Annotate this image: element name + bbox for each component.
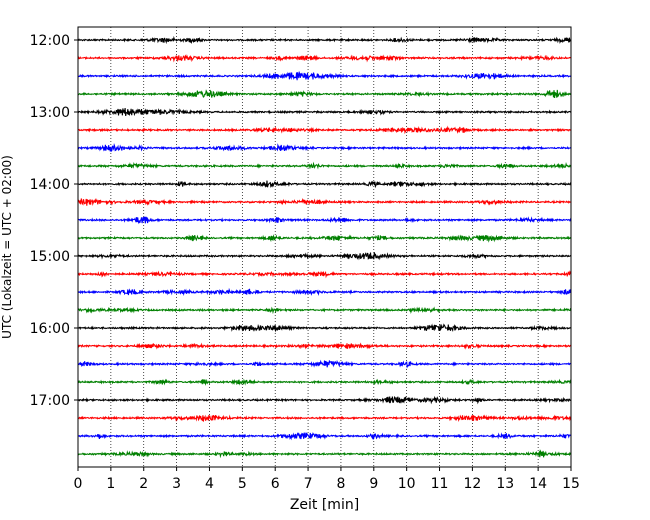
seismic-trace	[77, 270, 572, 279]
y-tick-label: 12:00	[30, 33, 70, 49]
seismic-trace	[77, 107, 572, 117]
x-axis: 0 1 2 3 4 5 6 7 8 9 10 11 12 13 14 15	[74, 467, 580, 492]
seismic-trace	[77, 252, 572, 261]
seismic-trace	[77, 378, 572, 386]
x-tick-label: 5	[238, 476, 247, 492]
seismic-trace	[77, 342, 572, 350]
x-tick-label: 9	[369, 476, 378, 492]
x-tick-label: 10	[398, 476, 416, 492]
x-tick-label: 14	[529, 476, 547, 492]
grid-lines	[110, 27, 539, 467]
x-tick-label: 12	[463, 476, 481, 492]
seismic-trace	[77, 89, 572, 99]
seismic-trace	[77, 323, 572, 333]
x-tick-label: 11	[431, 476, 449, 492]
x-tick-label: 8	[336, 476, 345, 492]
y-tick-label: 13:00	[30, 105, 70, 121]
seismic-trace	[77, 35, 572, 45]
seismic-trace	[77, 287, 572, 297]
seismic-trace	[77, 395, 572, 405]
y-tick-label: 15:00	[30, 249, 70, 265]
seismic-trace	[77, 414, 572, 423]
y-tick-label: 14:00	[30, 177, 70, 193]
seismic-trace	[77, 306, 572, 315]
seismic-trace	[77, 432, 572, 441]
y-axis: 12:00 13:00 14:00 15:00 16:00 17:00	[30, 33, 78, 409]
seismic-trace	[77, 216, 572, 225]
y-tick-label: 16:00	[30, 321, 70, 337]
x-tick-label: 15	[562, 476, 580, 492]
x-tick-label: 6	[271, 476, 280, 492]
x-tick-label: 7	[304, 476, 313, 492]
seismic-trace	[77, 161, 572, 170]
x-tick-label: 4	[205, 476, 214, 492]
y-axis-label: UTC (Lokalzeit = UTC + 02:00)	[0, 155, 14, 339]
seismic-trace	[77, 70, 572, 81]
seismic-trace	[77, 234, 572, 243]
seismic-trace	[77, 142, 572, 152]
x-axis-label: Zeit [min]	[290, 497, 359, 513]
trace-group	[77, 35, 572, 459]
seismic-trace	[77, 359, 572, 369]
y-tick-label: 17:00	[30, 393, 70, 409]
plot-frame	[77, 26, 572, 468]
seismic-trace	[77, 54, 572, 63]
seismic-trace	[77, 197, 572, 206]
x-tick-label: 3	[172, 476, 181, 492]
x-tick-label: 13	[496, 476, 514, 492]
x-tick-label: 0	[74, 476, 83, 492]
x-tick-label: 1	[106, 476, 115, 492]
seismic-trace	[77, 449, 572, 459]
seismic-trace	[77, 125, 572, 135]
x-tick-label: 2	[139, 476, 148, 492]
seismic-trace	[77, 180, 572, 189]
